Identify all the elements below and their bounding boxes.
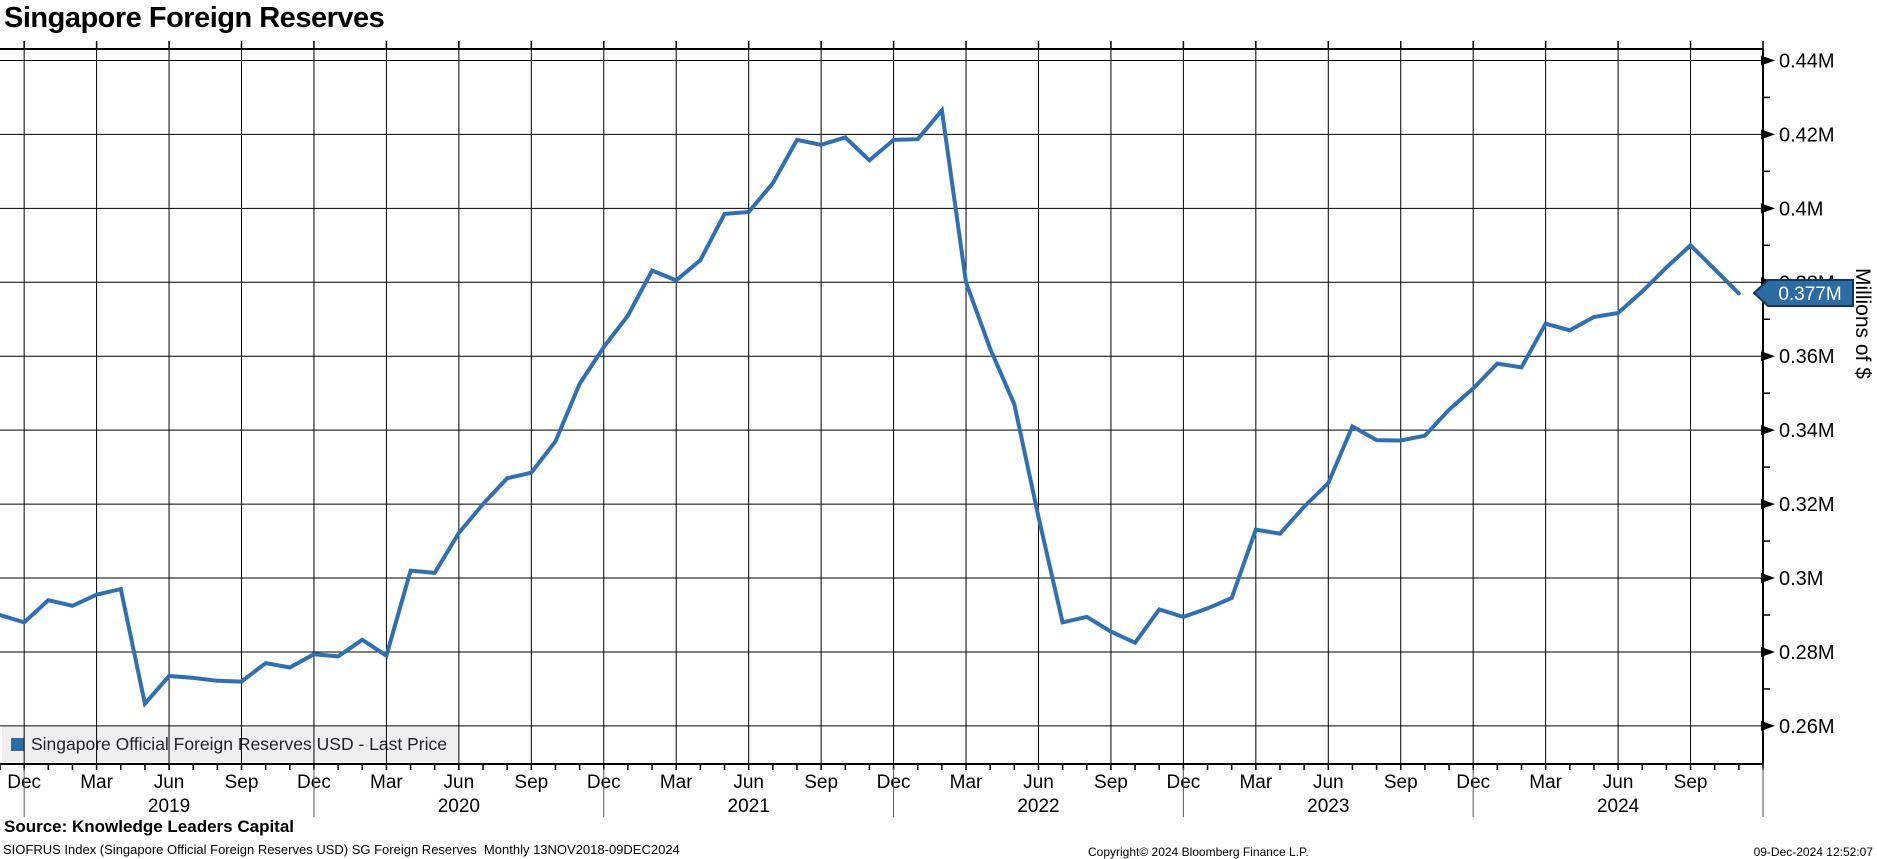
y-tick-label: 0.3M [1779, 568, 1823, 590]
x-tick-label: Sep [514, 772, 548, 793]
footer-index-info: SIOFRUS Index (Singapore Official Foreig… [3, 842, 680, 857]
x-tick-label: Mar [660, 772, 693, 793]
x-tick-label: Jun [1603, 772, 1634, 793]
x-year-label: 2023 [1307, 796, 1349, 817]
y-major-tick-arrow-icon [1761, 720, 1775, 731]
legend-swatch-icon [11, 738, 24, 751]
last-price-badge: 0.377M [1753, 279, 1854, 308]
y-major-tick-arrow-icon [1761, 573, 1775, 584]
y-tick-label: 0.26M [1779, 716, 1835, 738]
y-tick-label: 0.28M [1779, 642, 1835, 664]
footer-timestamp: 09-Dec-2024 12:52:07 [1753, 845, 1873, 859]
last-price-badge-shape [1753, 279, 1854, 308]
x-tick-label: Jun [154, 772, 185, 793]
x-tick-label: Jun [1023, 772, 1054, 793]
y-tick-label: 0.32M [1779, 494, 1835, 516]
y-major-tick-arrow-icon [1761, 499, 1775, 510]
x-year-label: 2024 [1597, 796, 1640, 817]
x-tick-label: Mar [370, 772, 403, 793]
y-major-tick-arrow-icon [1761, 55, 1775, 66]
x-year-label: 2019 [148, 796, 190, 817]
x-tick-label: Sep [804, 772, 838, 793]
x-year-label: 2020 [438, 796, 480, 817]
footer-source: Source: Knowledge Leaders Capital [4, 817, 295, 836]
x-tick-label: Sep [1384, 772, 1418, 793]
y-major-tick-arrow-icon [1761, 646, 1775, 657]
y-tick-label: 0.44M [1779, 50, 1835, 72]
x-tick-label: Mar [1529, 772, 1562, 793]
legend: Singapore Official Foreign Reserves USD … [2, 727, 458, 762]
x-tick-label: Jun [733, 772, 764, 793]
y-tick-label: 0.4M [1779, 198, 1823, 220]
y-tick-label: 0.34M [1779, 420, 1835, 442]
y-tick-label: 0.36M [1779, 346, 1835, 368]
y-major-tick-arrow-icon [1761, 425, 1775, 436]
page-title: Singapore Foreign Reserves [4, 2, 385, 34]
y-major-tick-arrow-icon [1761, 351, 1775, 362]
x-tick-label: Mar [80, 772, 113, 793]
x-tick-label: Mar [1239, 772, 1272, 793]
y-axis-title: Millions of $ [1851, 268, 1874, 379]
legend-label: Singapore Official Foreign Reserves USD … [31, 734, 447, 754]
series-line [0, 105, 1741, 709]
x-tick-label: Sep [1094, 772, 1128, 793]
y-tick-label: 0.42M [1779, 124, 1835, 146]
x-year-label: 2021 [728, 796, 770, 817]
x-tick-label: Sep [225, 772, 259, 793]
x-year-label: 2022 [1017, 796, 1059, 817]
x-tick-label: Mar [950, 772, 983, 793]
last-price-label: 0.377M [1778, 284, 1841, 305]
x-tick-label: Jun [1313, 772, 1344, 793]
x-tick-label: Jun [444, 772, 475, 793]
y-major-tick-arrow-icon [1761, 129, 1775, 140]
footer-copyright: Copyright© 2024 Bloomberg Finance L.P. [1088, 845, 1309, 859]
y-major-tick-arrow-icon [1761, 203, 1775, 214]
x-tick-label: Sep [1674, 772, 1708, 793]
